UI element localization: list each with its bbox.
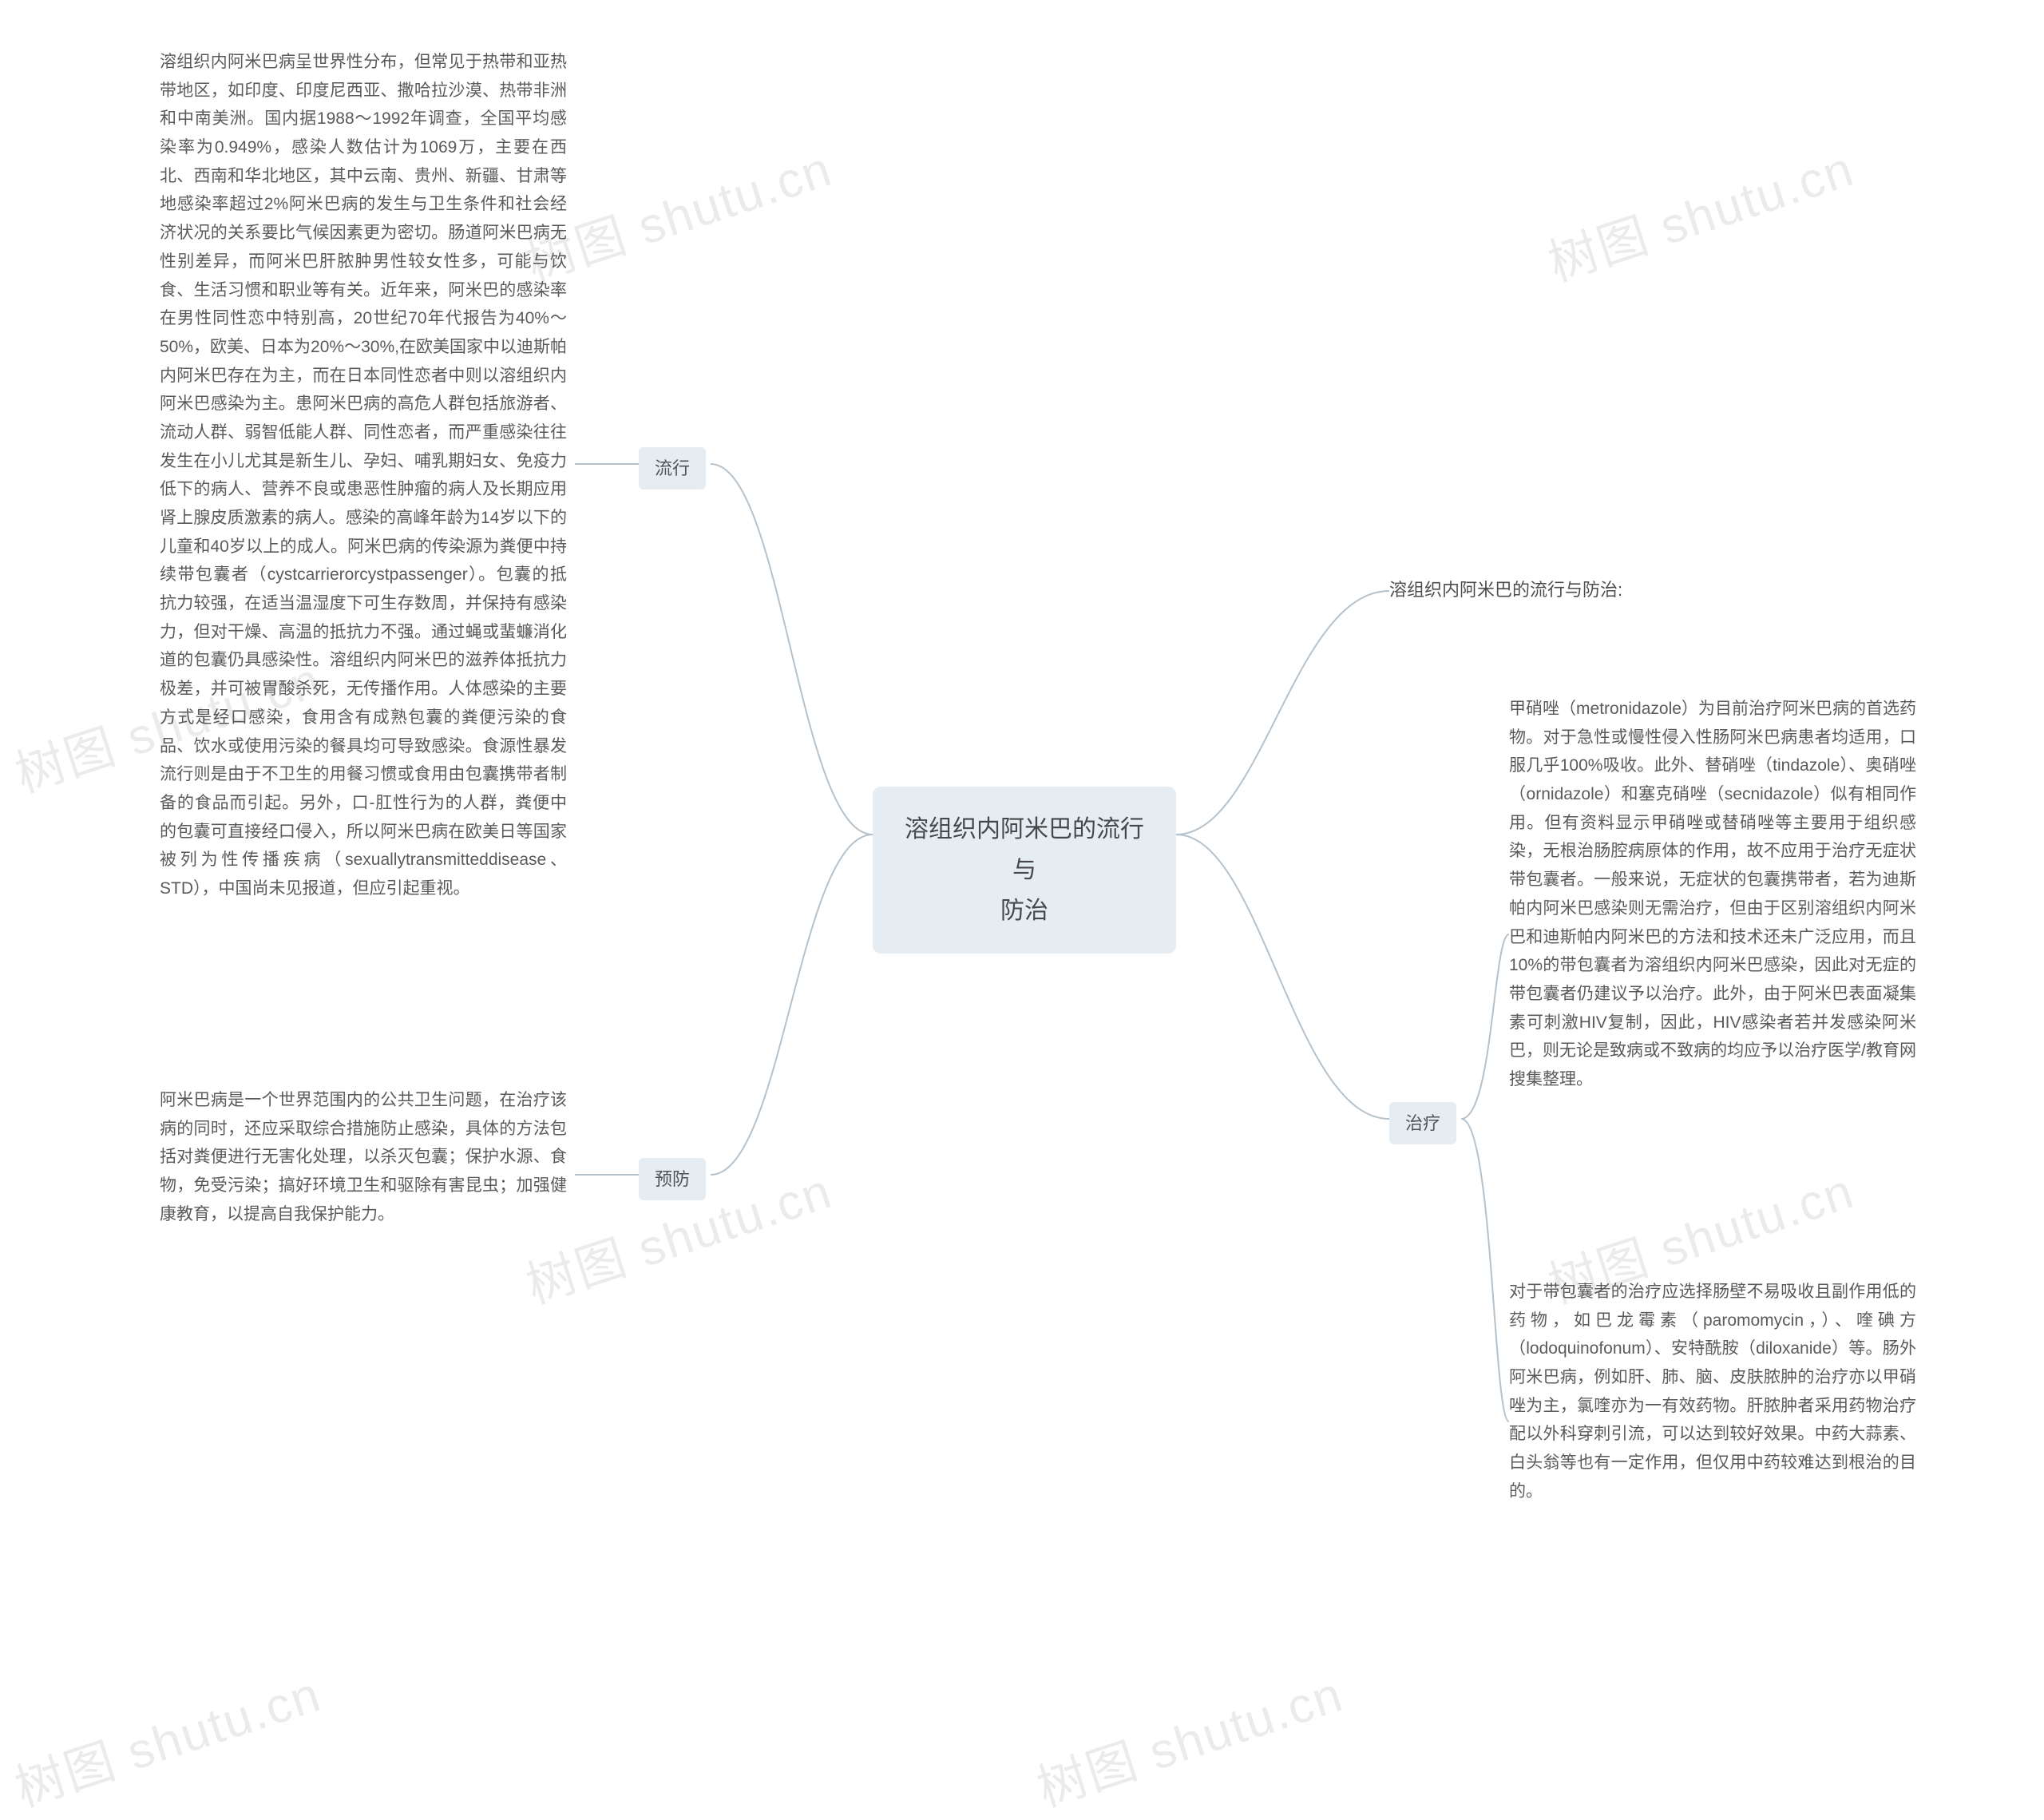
center-node: 溶组织内阿米巴的流行与 防治: [873, 787, 1176, 954]
tag-yufang-label: 预防: [655, 1169, 690, 1189]
connector-edge: [1176, 591, 1389, 835]
connector-edge: [1461, 934, 1509, 1119]
body-zhiliao-2-text: 对于带包囊者的治疗应选择肠壁不易吸收且副作用低的药物，如巴龙霉素（paromom…: [1509, 1283, 1916, 1501]
tag-liuxing: 流行: [639, 447, 706, 490]
tag-zhiliao-label: 治疗: [1405, 1113, 1440, 1133]
body-zhiliao-1-text: 甲硝唑（metronidazole）为目前治疗阿米巴病的首选药物。对于急性或慢性…: [1509, 700, 1916, 1088]
body-yufang: 阿米巴病是一个世界范围内的公共卫生问题，在治疗该病的同时，还应采取综合措施防止感…: [160, 1086, 567, 1228]
watermark: 树图 shutu.cn: [5, 1654, 329, 1820]
center-title-line1: 溶组织内阿米巴的流行与: [905, 816, 1144, 883]
tag-yufang: 预防: [639, 1158, 706, 1200]
connector-edge: [1176, 835, 1389, 1119]
tag-zhiliao: 治疗: [1389, 1102, 1456, 1144]
connector-edge: [711, 464, 873, 835]
heading-right-text: 溶组织内阿米巴的流行与防治:: [1389, 580, 1622, 600]
connector-edge: [1461, 1119, 1509, 1422]
watermark: 树图 shutu.cn: [1027, 1654, 1351, 1820]
body-liuxing: 溶组织内阿米巴病呈世界性分布，但常见于热带和亚热带地区，如印度、印度尼西亚、撒哈…: [160, 48, 567, 903]
body-zhiliao-1: 甲硝唑（metronidazole）为目前治疗阿米巴病的首选药物。对于急性或慢性…: [1509, 695, 1916, 1094]
tag-liuxing-label: 流行: [655, 458, 690, 478]
body-zhiliao-2: 对于带包囊者的治疗应选择肠壁不易吸收且副作用低的药物，如巴龙霉素（paromom…: [1509, 1278, 1916, 1506]
watermark: 树图 shutu.cn: [1538, 129, 1862, 295]
heading-right: 溶组织内阿米巴的流行与防治:: [1389, 575, 1725, 605]
body-yufang-text: 阿米巴病是一个世界范围内的公共卫生问题，在治疗该病的同时，还应采取综合措施防止感…: [160, 1091, 567, 1223]
connector-edge: [711, 835, 873, 1175]
body-liuxing-text: 溶组织内阿米巴病呈世界性分布，但常见于热带和亚热带地区，如印度、印度尼西亚、撒哈…: [160, 53, 567, 898]
center-title-line2: 防治: [1000, 898, 1048, 924]
